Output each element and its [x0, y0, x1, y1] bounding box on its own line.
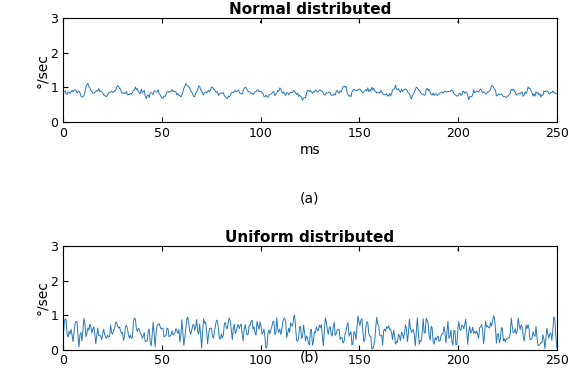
- Y-axis label: °/sec: °/sec: [35, 280, 49, 315]
- Title: Uniform distributed: Uniform distributed: [226, 230, 394, 245]
- X-axis label: ms: ms: [300, 142, 320, 156]
- Text: (b): (b): [300, 350, 320, 364]
- Y-axis label: °/sec: °/sec: [35, 53, 49, 88]
- Text: (a): (a): [300, 191, 320, 205]
- Title: Normal distributed: Normal distributed: [229, 2, 391, 17]
